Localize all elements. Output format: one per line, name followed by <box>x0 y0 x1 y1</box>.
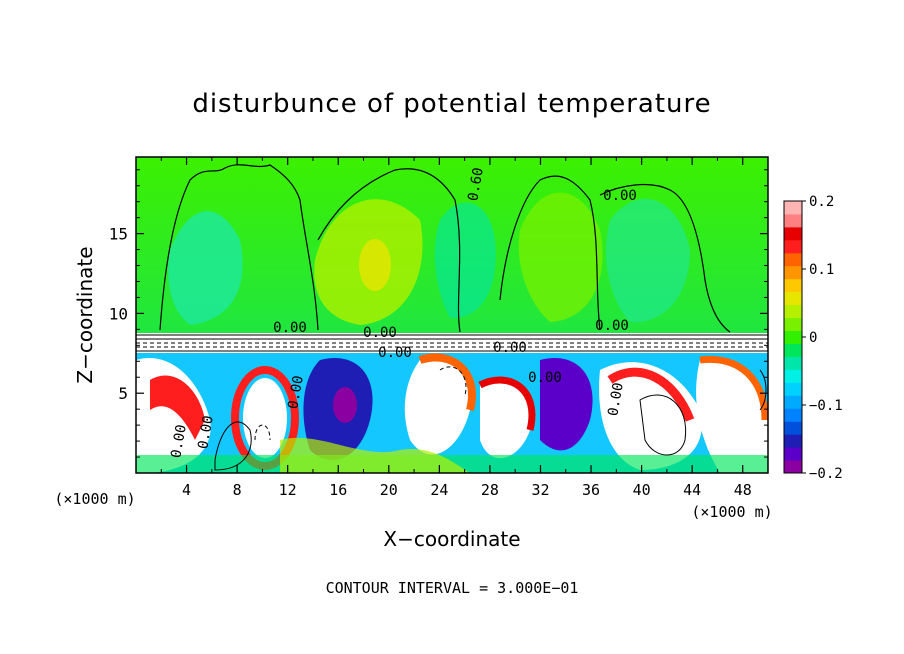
contour-interval-label: CONTOUR INTERVAL = 3.000E−01 <box>326 579 579 597</box>
colorbar-swatch <box>784 447 802 461</box>
x-tick-label: 8 <box>233 481 242 499</box>
plot-frame <box>135 156 769 474</box>
colorbar-swatch <box>784 395 802 409</box>
upper-anomaly <box>518 192 603 322</box>
colorbar-tick-label: 0.2 <box>809 194 834 210</box>
interface-contours <box>136 334 768 352</box>
x-tick-label: 24 <box>430 481 448 499</box>
lower-anomaly <box>607 367 695 422</box>
x-tick-label: 20 <box>380 481 398 499</box>
contour-label: 0.00 <box>378 345 412 361</box>
lower-anomaly <box>243 378 287 458</box>
contour-label: 0.00 <box>168 423 190 459</box>
lower-anomaly <box>696 359 768 473</box>
colorbar-swatch <box>784 304 802 319</box>
colorbar: 0.2 0.1 0 −0.1 −0.2 <box>783 194 843 482</box>
x-tick-label: 32 <box>531 481 549 499</box>
y-tick-label: 15 <box>109 225 128 244</box>
x-tick-label: 28 <box>481 481 499 499</box>
colorbar-swatch <box>784 369 802 383</box>
colorbar-swatch <box>784 201 802 215</box>
colorbar-swatch <box>784 226 802 241</box>
contour-label: 0.00 <box>273 320 307 336</box>
contour-label: 0.00 <box>285 374 307 410</box>
colorbar-swatch <box>784 213 802 228</box>
upper-anomaly <box>168 211 243 325</box>
contour-label: 0.00 <box>605 381 627 417</box>
colorbar-tick-label: −0.1 <box>809 398 843 414</box>
contour-labels: 0.000.000.000.60 0.000.000.000.000.000.00… <box>168 166 637 459</box>
lower-anomaly <box>404 357 472 455</box>
contour-label: 0.00 <box>595 318 629 334</box>
colorbar-swatch <box>784 317 802 332</box>
colorbar-swatch <box>784 408 802 422</box>
plot-area <box>136 157 768 473</box>
upper-anomaly <box>359 239 391 291</box>
x-tick-label: 4 <box>182 481 191 499</box>
lower-anomaly <box>540 358 593 451</box>
lower-contours <box>214 366 767 471</box>
x-unit-label: (×1000 m) <box>691 503 772 521</box>
lower-anomaly <box>478 376 536 431</box>
colorbar-swatch <box>784 252 802 267</box>
x-tick-label: 16 <box>329 481 347 499</box>
lower-anomaly <box>418 353 476 411</box>
colorbar-swatch <box>784 356 802 370</box>
lower-anomaly <box>280 437 470 473</box>
y-axis-label: Z−coordinate <box>73 246 97 383</box>
colorbar-swatch <box>784 382 802 396</box>
contour-label: 0.00 <box>195 414 217 450</box>
colorbar-swatch <box>784 265 802 280</box>
x-tick-label: 48 <box>734 481 752 499</box>
contour-label: 0.00 <box>603 188 637 204</box>
colorbar-swatch <box>784 434 802 448</box>
zero-contours <box>159 164 731 333</box>
chart-title: disturbunce of potential temperature <box>192 89 711 119</box>
y-tick-label: 5 <box>118 384 128 403</box>
colorbar-swatch <box>784 343 802 357</box>
y-axis: 5 10 15 <box>109 169 768 458</box>
colorbar-swatch <box>784 460 802 474</box>
lower-anomaly <box>480 380 532 459</box>
colorbar-swatch <box>784 330 802 344</box>
z-unit-label: (×1000 m) <box>54 490 135 508</box>
contour-label: 0.00 <box>528 370 562 386</box>
lower-anomaly <box>333 387 357 423</box>
upper-anomaly <box>434 202 496 319</box>
lower-anomaly <box>150 375 205 440</box>
colorbar-swatch <box>784 291 802 306</box>
contour-label: 0.60 <box>465 166 487 202</box>
colorbar-swatch <box>784 421 802 435</box>
x-axis-label: X−coordinate <box>383 527 520 551</box>
lower-anomaly <box>699 355 768 421</box>
colorbar-tick-label: 0 <box>809 330 817 346</box>
x-tick-label: 44 <box>683 481 701 499</box>
y-tick-label: 10 <box>109 304 128 323</box>
colorbar-swatch <box>784 278 802 293</box>
contour-label: 0.00 <box>363 325 397 341</box>
x-tick-label: 12 <box>279 481 297 499</box>
x-tick-label: 36 <box>582 481 600 499</box>
colorbar-swatch <box>784 239 802 254</box>
x-tick-label: 40 <box>633 481 651 499</box>
colorbar-tick-label: 0.1 <box>809 262 834 278</box>
x-axis: 4 8 12 16 20 24 28 32 36 40 44 48 <box>160 157 752 499</box>
colorbar-tick-label: −0.2 <box>809 466 843 482</box>
upper-anomaly <box>606 198 690 323</box>
contour-label: 0.00 <box>493 340 527 356</box>
